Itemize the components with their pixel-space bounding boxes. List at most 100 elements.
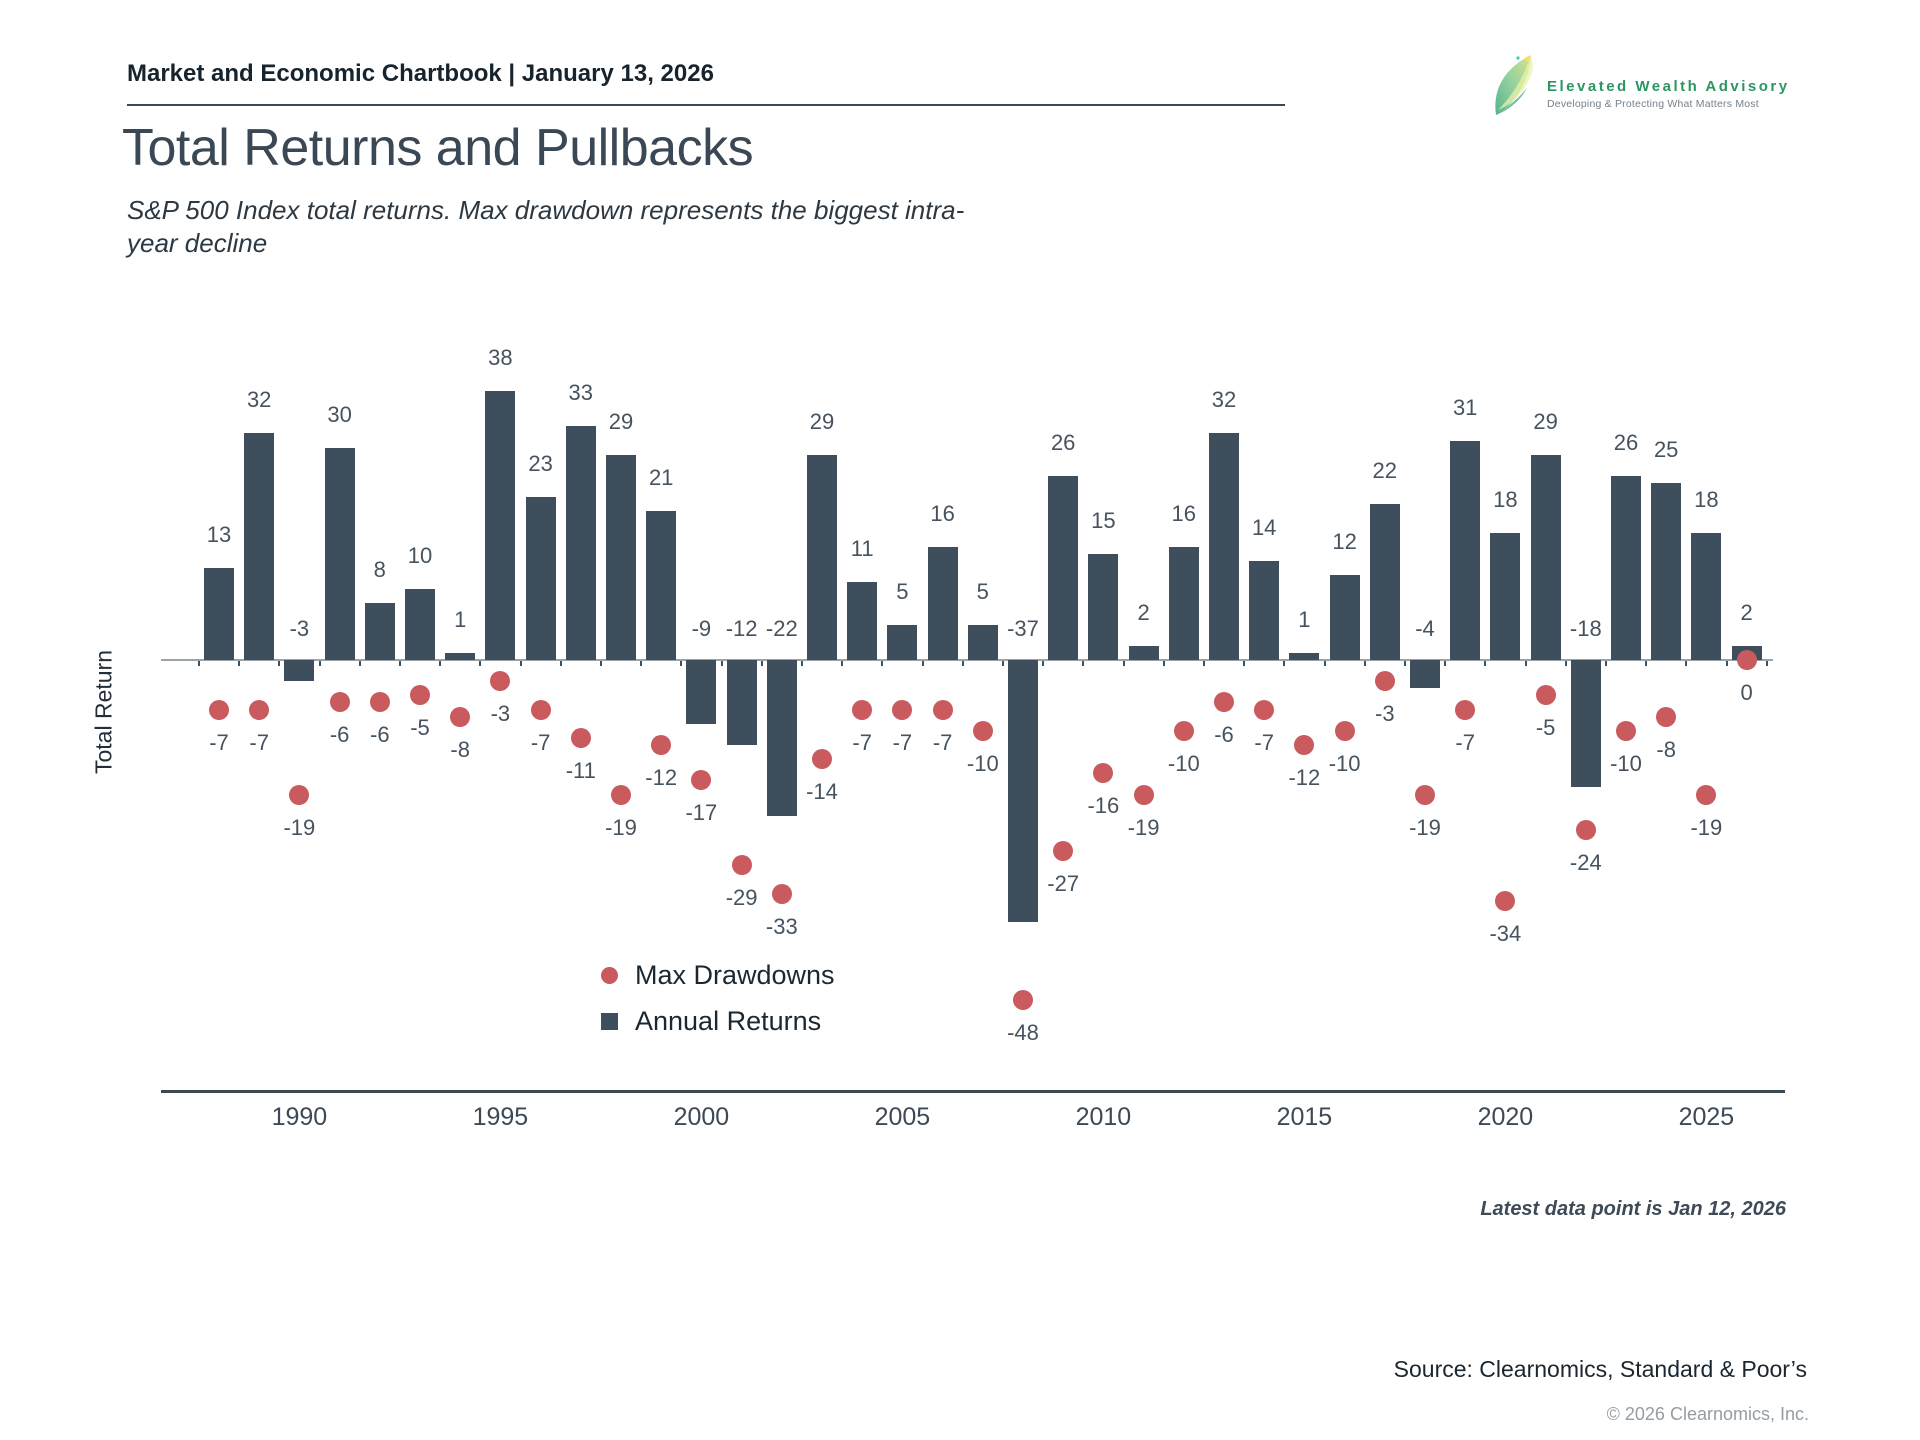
annual-return-bar-2021 (1530, 454, 1561, 660)
max-drawdown-dot-2024 (1656, 706, 1677, 727)
annual-return-value-2018: -4 (1415, 616, 1435, 641)
max-drawdown-value-2022: -24 (1569, 849, 1602, 875)
zero-axis-tick (1122, 661, 1125, 666)
annual-return-value-2016: 12 (1332, 529, 1357, 555)
legend-max-drawdowns-label: Max Drawdowns (635, 960, 835, 990)
annual-return-value-2005: 5 (896, 578, 909, 604)
annual-return-value-2011: 2 (1137, 599, 1150, 625)
annual-return-bar-1991 (324, 447, 355, 660)
annual-return-bar-2010 (1088, 553, 1119, 660)
max-drawdown-value-2011: -19 (1127, 814, 1160, 840)
annual-return-value-2001: -12 (725, 616, 758, 641)
max-drawdown-dot-2020 (1495, 890, 1516, 911)
logo-name: Elevated Wealth Advisory (1547, 78, 1790, 95)
annual-return-value-1998: 29 (608, 408, 634, 434)
annual-return-value-2012: 16 (1171, 500, 1197, 526)
zero-axis-tick (720, 661, 723, 666)
annual-return-value-2023: 26 (1613, 429, 1639, 455)
annual-return-bar-2017 (1369, 504, 1400, 660)
chart-subtitle: S&P 500 Index total returns. Max drawdow… (127, 195, 965, 259)
zero-axis-tick (1444, 661, 1447, 666)
annual-return-value-2022: -18 (1569, 616, 1602, 641)
zero-axis-tick (398, 661, 401, 666)
annual-return-bar-2024 (1651, 483, 1682, 660)
max-drawdown-dot-2025 (1696, 784, 1717, 805)
zero-axis-tick (760, 661, 763, 666)
max-drawdown-dot-2014 (1254, 699, 1275, 720)
annual-return-bar-2019 (1450, 440, 1481, 660)
max-drawdown-dot-1991 (329, 692, 350, 713)
max-drawdown-value-2008: -48 (1007, 1019, 1039, 1045)
max-drawdown-value-2014: -7 (1254, 729, 1274, 755)
zero-axis-tick (519, 661, 522, 666)
annual-return-value-2025: 18 (1694, 486, 1719, 512)
max-drawdown-value-2009: -27 (1047, 871, 1080, 897)
x-axis-label-1995: 1995 (472, 1103, 529, 1131)
annual-return-value-1989: 32 (246, 387, 272, 413)
zero-axis-tick (197, 661, 200, 666)
annual-return-value-1994: 1 (454, 606, 467, 632)
annual-return-value-1988: 13 (206, 521, 232, 547)
annual-return-bar-2014 (1249, 560, 1280, 660)
annual-return-bar-2013 (1209, 433, 1239, 660)
annual-return-value-2009: 26 (1050, 429, 1076, 455)
annual-return-value-2015: 1 (1298, 606, 1311, 632)
zero-axis-tick (1001, 661, 1004, 666)
max-drawdown-dot-2009 (1053, 841, 1074, 862)
zero-axis-tick (961, 661, 964, 666)
zero-axis-tick (278, 661, 281, 666)
zero-axis-tick (1685, 661, 1688, 666)
x-axis-label-2025: 2025 (1678, 1103, 1735, 1131)
max-drawdown-dot-2001 (731, 855, 752, 876)
annual-return-value-1999: 21 (648, 465, 674, 491)
x-axis-label-1990: 1990 (271, 1103, 328, 1131)
max-drawdown-dot-2023 (1616, 720, 1636, 741)
max-drawdown-dot-2017 (1374, 671, 1395, 692)
annual-return-value-1992: 8 (373, 557, 386, 583)
zero-axis-tick (680, 661, 683, 666)
zero-axis-tick (1042, 661, 1045, 666)
max-drawdown-value-2000: -17 (685, 800, 718, 826)
annual-return-value-1996: 23 (528, 451, 553, 477)
zero-axis-tick (921, 661, 924, 666)
legend-max-drawdowns: Max Drawdowns (601, 960, 835, 991)
max-drawdown-value-2006: -7 (932, 729, 953, 755)
annual-return-bar-1995 (485, 390, 516, 660)
max-drawdown-dot-2019 (1455, 699, 1476, 720)
annual-return-bar-1989 (244, 433, 275, 660)
annual-return-bar-2009 (1048, 475, 1079, 660)
annual-return-bar-1993 (405, 589, 435, 660)
x-axis-label-2005: 2005 (874, 1103, 931, 1131)
max-drawdown-value-1990: -19 (283, 814, 316, 840)
header-divider (127, 104, 1285, 106)
leaf-swoosh-icon (1495, 55, 1533, 115)
annual-return-bar-2018 (1410, 660, 1440, 689)
zero-axis-tick (599, 661, 602, 666)
max-drawdown-value-2003: -14 (806, 779, 838, 805)
max-drawdown-dot-1992 (369, 692, 390, 713)
zero-axis-tick (1202, 661, 1205, 666)
max-drawdown-value-2021: -5 (1535, 715, 1556, 741)
zero-axis-tick (559, 661, 562, 666)
max-drawdown-value-1989: -7 (249, 729, 269, 755)
max-drawdown-value-1996: -7 (530, 729, 551, 755)
max-drawdown-value-2005: -7 (892, 729, 913, 755)
annual-return-bar-2011 (1128, 645, 1159, 660)
chartbook-header: Market and Economic Chartbook | January … (127, 60, 714, 87)
annual-return-value-2007: 5 (976, 578, 989, 604)
annual-return-value-2014: 14 (1251, 514, 1277, 540)
max-drawdown-dot-2006 (932, 699, 953, 720)
max-drawdown-value-2017: -3 (1375, 701, 1395, 727)
zero-axis-tick (1725, 661, 1728, 666)
max-drawdown-value-1998: -19 (605, 814, 637, 840)
max-drawdown-value-2002: -33 (765, 913, 798, 939)
max-drawdown-value-2004: -7 (852, 729, 872, 755)
zero-axis-tick (881, 661, 884, 666)
max-drawdown-dot-1999 (651, 734, 672, 755)
annual-return-value-2024: 25 (1653, 437, 1679, 462)
source-note: Source: Clearnomics, Standard & Poor’s (1393, 1356, 1807, 1382)
annual-return-bar-2022 (1570, 660, 1601, 788)
max-drawdown-dot-2022 (1575, 819, 1596, 840)
max-drawdown-value-1995: -3 (490, 701, 511, 727)
zero-axis-tick (841, 661, 844, 666)
